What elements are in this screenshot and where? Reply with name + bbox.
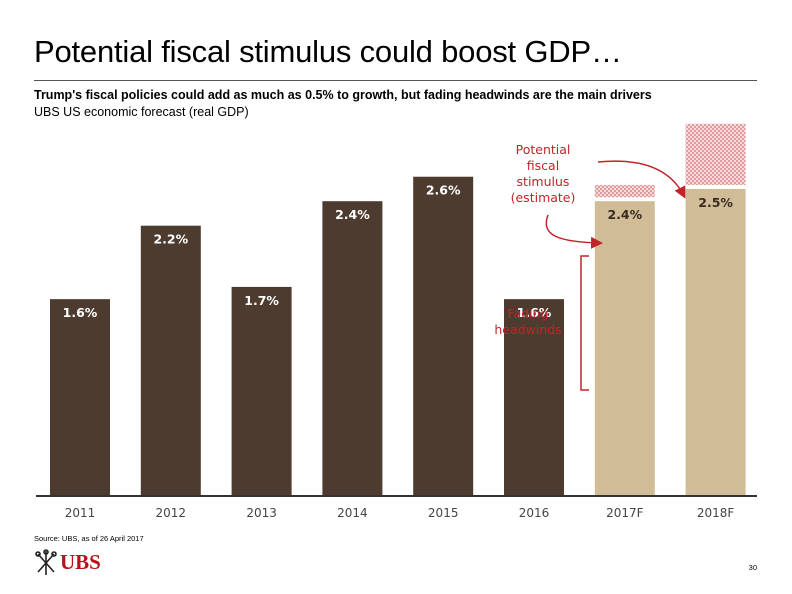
- bar-value-label: 2.2%: [153, 232, 188, 247]
- x-tick-label: 2011: [65, 506, 96, 520]
- ubs-keys-logo-icon: [35, 549, 57, 575]
- headwinds-annotation-line: headwinds: [494, 322, 561, 337]
- bar-value-label: 1.7%: [244, 293, 279, 308]
- bar-value-label: 2.4%: [607, 207, 642, 222]
- bar-value-label: 2.6%: [426, 183, 461, 198]
- stimulus-bar-2018F: [685, 123, 746, 185]
- bar-value-label: 2.4%: [335, 207, 370, 222]
- source-note: Source: UBS, as of 26 April 2017: [34, 534, 144, 543]
- x-tick-label: 2015: [428, 506, 459, 520]
- stimulus-arrow-2018: [597, 160, 686, 199]
- chart-subtitle: Trump's fiscal policies could add as muc…: [34, 88, 652, 102]
- bar-2015: [413, 176, 474, 496]
- stimulus-bar-2017F: [594, 184, 655, 198]
- bar-2011: [50, 299, 110, 495]
- page-number: 30: [748, 563, 757, 572]
- page-title: Potential fiscal stimulus could boost GD…: [34, 34, 622, 69]
- x-tick-label: 2017F: [606, 506, 644, 520]
- stimulus-arrow-2017: [545, 214, 603, 249]
- stimulus-annotation-line: stimulus: [517, 174, 570, 189]
- x-tick-label: 2016: [519, 506, 550, 520]
- headwinds-annotation-line: Fading: [508, 306, 549, 321]
- bar-value-label: 1.6%: [517, 305, 552, 320]
- title-divider: [34, 80, 757, 81]
- stimulus-annotation-line: Potential: [516, 142, 571, 157]
- bar-2016: [504, 299, 564, 495]
- x-tick-label: 2013: [246, 506, 277, 520]
- bar-2012: [140, 225, 201, 496]
- stimulus-annotation-line: (estimate): [511, 190, 576, 205]
- bar-2018F: [685, 188, 746, 495]
- ubs-logo-text: UBS: [60, 550, 101, 574]
- bar-2013: [231, 286, 292, 495]
- bar-2017F: [594, 201, 655, 495]
- headwinds-bracket: [580, 255, 589, 391]
- x-tick-label: 2014: [337, 506, 368, 520]
- chart-description: UBS US economic forecast (real GDP): [34, 105, 249, 119]
- stimulus-annotation-line: fiscal: [527, 158, 559, 173]
- x-tick-label: 2018F: [697, 506, 735, 520]
- bar-value-label: 1.6%: [63, 305, 98, 320]
- bar-2014: [322, 201, 383, 495]
- bar-value-label: 2.5%: [698, 195, 733, 210]
- x-tick-label: 2012: [156, 506, 187, 520]
